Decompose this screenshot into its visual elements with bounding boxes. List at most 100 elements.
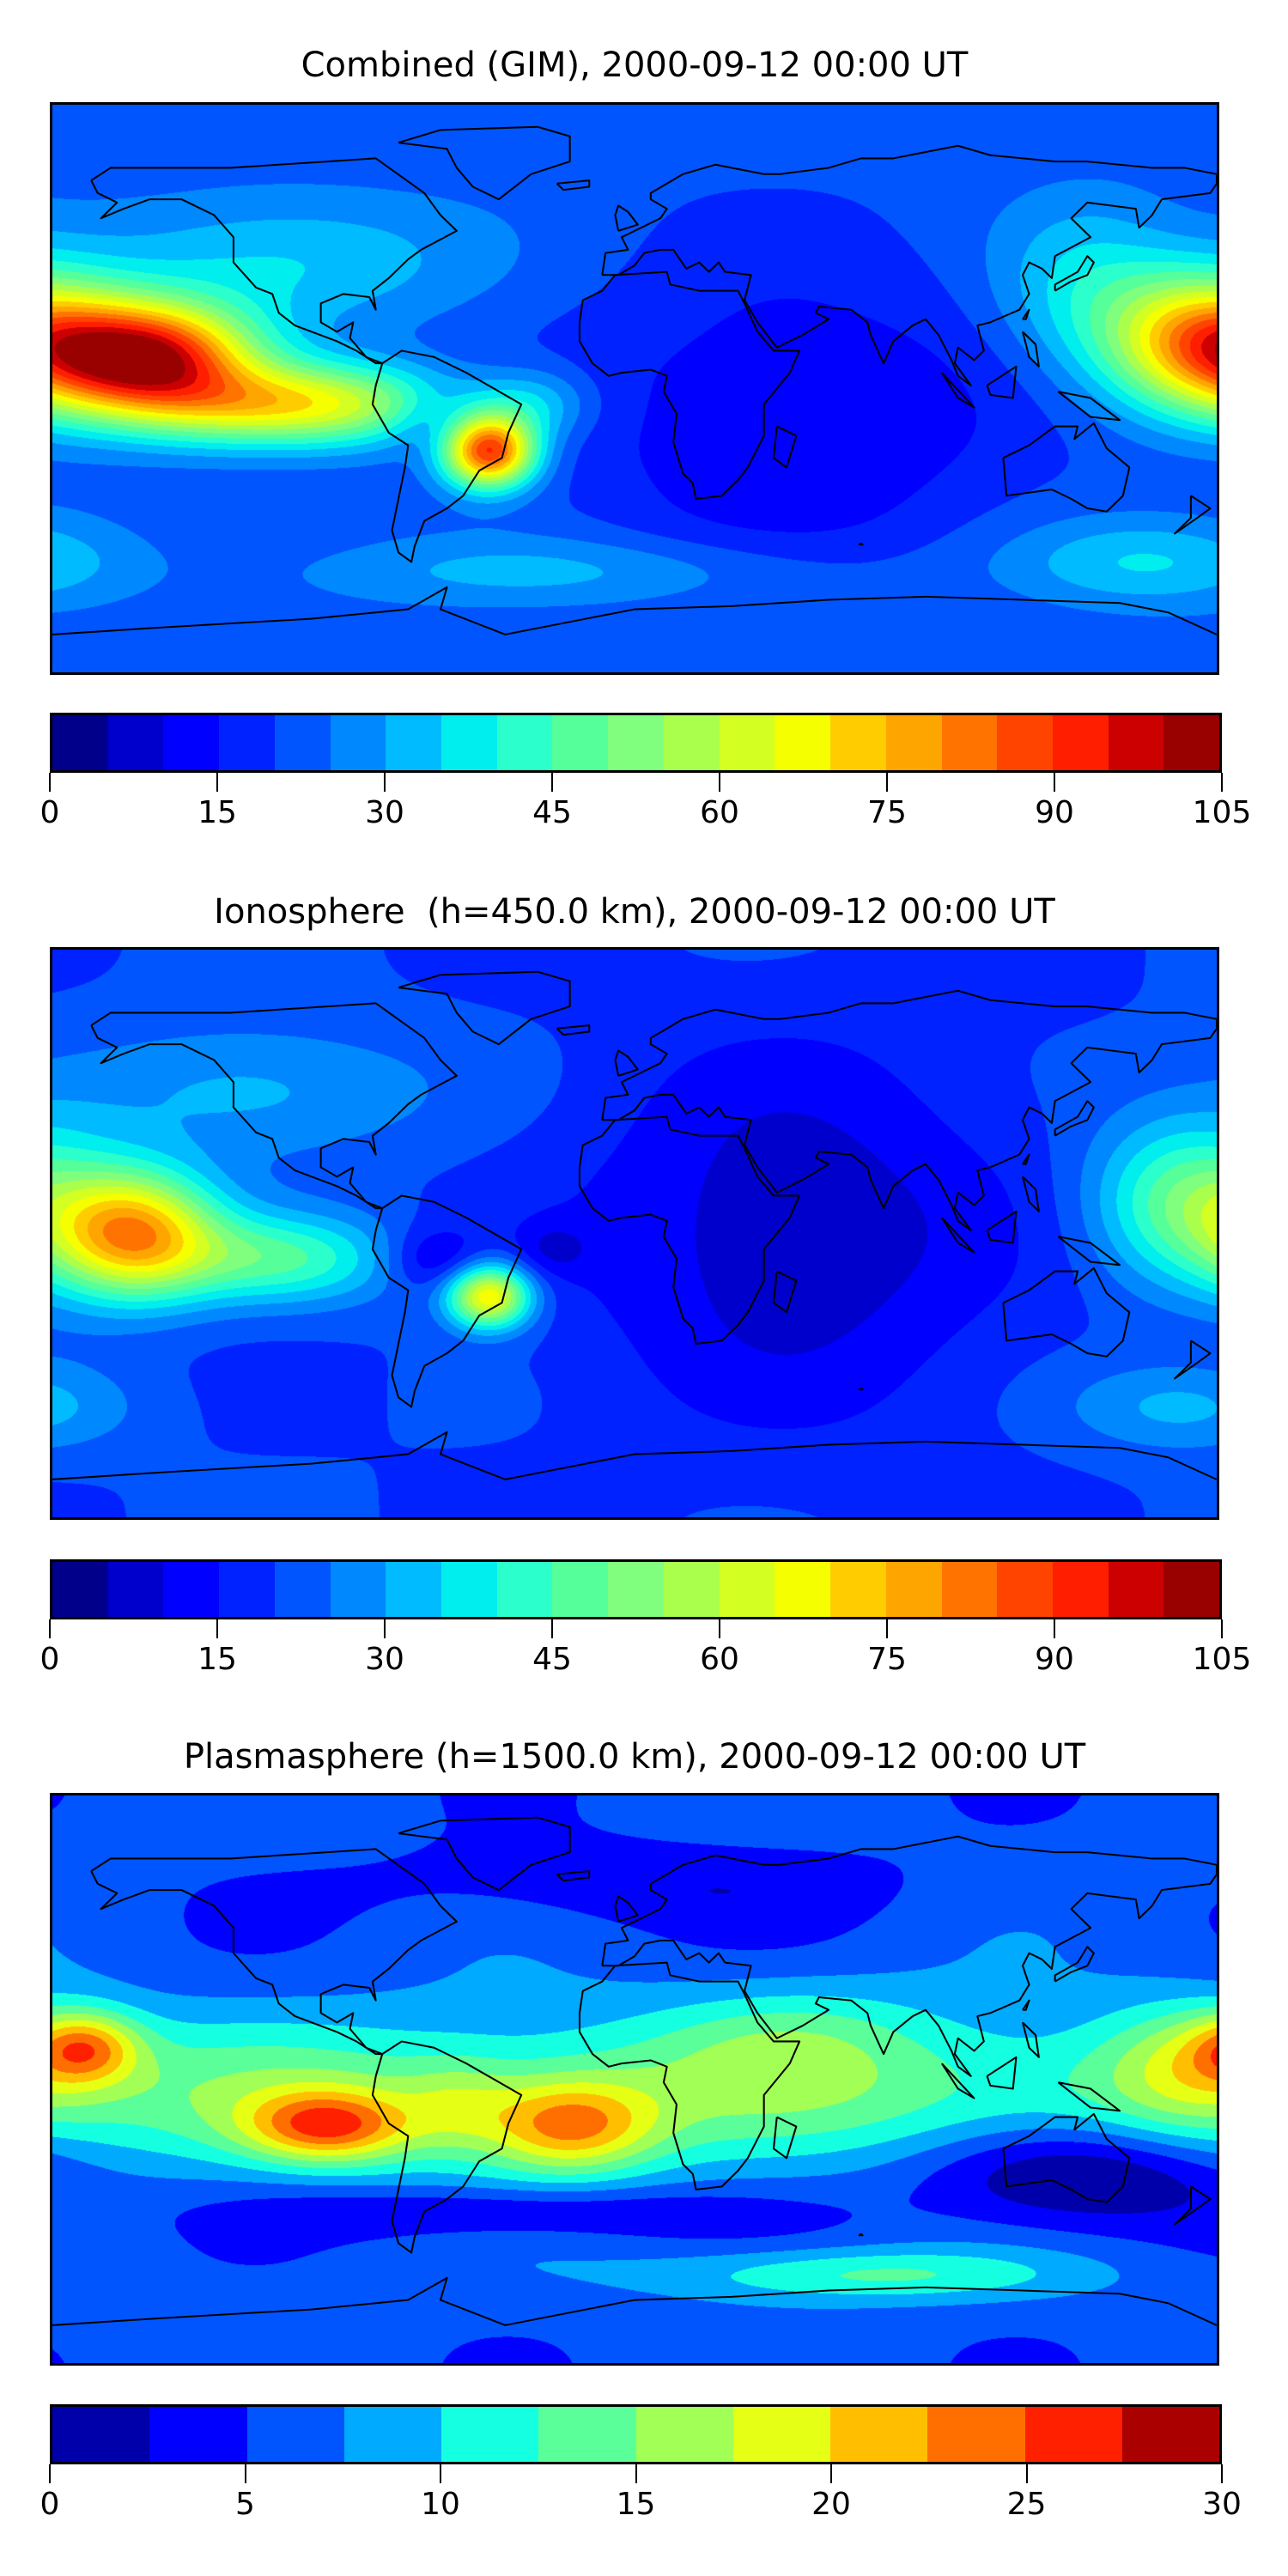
coastline <box>398 970 571 1046</box>
colorbar-segment <box>330 715 386 770</box>
contour-field <box>52 950 1217 1517</box>
colorbar-segment <box>219 715 275 770</box>
colorbar-tick-label: 20 <box>811 2487 851 2522</box>
coastline <box>614 204 639 232</box>
colorbar-tick <box>49 773 51 792</box>
colorbar-tick-label: 90 <box>1035 795 1074 830</box>
coastline <box>614 1049 639 1077</box>
colorbar-segment <box>830 1562 886 1617</box>
coastline <box>1021 331 1040 368</box>
coastline <box>940 372 975 409</box>
colorbar-segment <box>552 1562 609 1617</box>
colorbar-tick-label: 105 <box>1192 795 1252 830</box>
colorbar-tick <box>830 2464 832 2483</box>
colorbar-tick-label: 105 <box>1192 1642 1252 1677</box>
colorbar-tick <box>1221 773 1223 792</box>
coastline <box>772 425 798 469</box>
coastline <box>1002 2112 1131 2203</box>
colorbar-segment <box>719 1562 775 1617</box>
coastline <box>1054 1946 1095 1983</box>
coastlines <box>52 1816 1217 2326</box>
colorbar-tick <box>384 773 386 792</box>
colorbar-tick-label: 15 <box>616 2487 656 2522</box>
colorbar-tick <box>886 1619 888 1638</box>
colorbar-segment <box>635 2407 733 2462</box>
coastline <box>601 989 1217 1231</box>
contour-field <box>52 105 1217 672</box>
coastlines <box>52 970 1217 1480</box>
colorbar-tick-label: 0 <box>39 1642 60 1677</box>
colorbar-tick-label: 0 <box>39 795 60 830</box>
colorbar-segment <box>608 1562 664 1617</box>
colorbar-segment <box>663 1562 720 1617</box>
colorbar-tick-label: 75 <box>867 795 907 830</box>
tec-map <box>50 1793 1219 2366</box>
coastline <box>772 2116 798 2160</box>
colorbar-segment <box>552 715 609 770</box>
colorbar-segment <box>885 715 942 770</box>
colorbar-segment <box>163 1562 220 1617</box>
coastline <box>1021 1176 1040 1212</box>
colorbar-ticks: 0 15 30 45 60 75 90 105 <box>40 773 1251 841</box>
coastline <box>398 125 571 201</box>
colorbar-segment <box>330 1562 386 1617</box>
colorbar-tick <box>719 773 720 792</box>
coastline <box>556 1870 591 1882</box>
colorbar-tick <box>216 773 218 792</box>
colorbar-tick <box>551 773 553 792</box>
coastline <box>986 2056 1018 2090</box>
colorbar-segment <box>386 715 442 770</box>
colorbar-tick-label: 90 <box>1035 1642 1074 1677</box>
colorbar-segment <box>732 2407 830 2462</box>
colorbar-segment <box>997 715 1053 770</box>
coastline <box>1021 2021 1040 2058</box>
coastline <box>90 1848 458 2056</box>
coastline <box>556 1024 591 1036</box>
tec-map <box>50 102 1219 675</box>
colorbar-tick <box>886 773 888 792</box>
tec-map <box>50 947 1219 1520</box>
colorbar-ticks: 0 5 10 15 20 25 30 <box>40 2464 1242 2533</box>
coastline <box>371 1194 523 1408</box>
colorbar-segment <box>246 2407 344 2462</box>
coastline <box>1173 2185 1212 2226</box>
colorbar-tick-label: 15 <box>197 795 237 830</box>
colorbar-segment <box>538 2407 636 2462</box>
coastline <box>858 1387 864 1391</box>
colorbar-segment <box>343 2407 441 2462</box>
colorbar-tick-label: 45 <box>532 1642 572 1677</box>
colorbar-segment <box>1108 715 1164 770</box>
coastline <box>52 586 1217 635</box>
colorbar-tick <box>440 2464 441 2483</box>
coastline <box>1054 1100 1095 1137</box>
coastline <box>1002 422 1131 513</box>
coastline <box>614 1895 639 1923</box>
colorbar-tick <box>244 2464 246 2483</box>
colorbar-segment <box>496 1562 553 1617</box>
colorbar-tick <box>1054 1619 1055 1638</box>
colorbar-segment <box>52 1562 108 1617</box>
colorbar-segment <box>663 715 720 770</box>
coastline <box>858 2233 864 2237</box>
colorbar-segment <box>107 1562 164 1617</box>
colorbar-segment <box>719 715 775 770</box>
colorbar-tick-label: 0 <box>39 2487 60 2522</box>
coastline <box>90 1002 458 1210</box>
colorbar-tick <box>551 1619 553 1638</box>
colorbar-segment <box>927 2407 1025 2462</box>
colorbar-tick-label: 60 <box>700 795 739 830</box>
colorbar-segment <box>496 715 553 770</box>
colorbar-segment <box>1108 1562 1164 1617</box>
colorbar-segment <box>441 715 497 770</box>
colorbar-segment <box>441 1562 497 1617</box>
colorbar-segment <box>1121 2407 1219 2462</box>
coastline <box>578 1961 801 2191</box>
coastline <box>1022 308 1030 320</box>
colorbar-segment <box>386 1562 442 1617</box>
colorbar-segment <box>274 715 331 770</box>
colorbar-tick-label: 30 <box>365 795 404 830</box>
colorbar-tick-label: 30 <box>1202 2487 1242 2522</box>
colorbar-segment <box>1052 1562 1109 1617</box>
colorbar-tick <box>1221 1619 1223 1638</box>
colorbar-segment <box>163 715 220 770</box>
